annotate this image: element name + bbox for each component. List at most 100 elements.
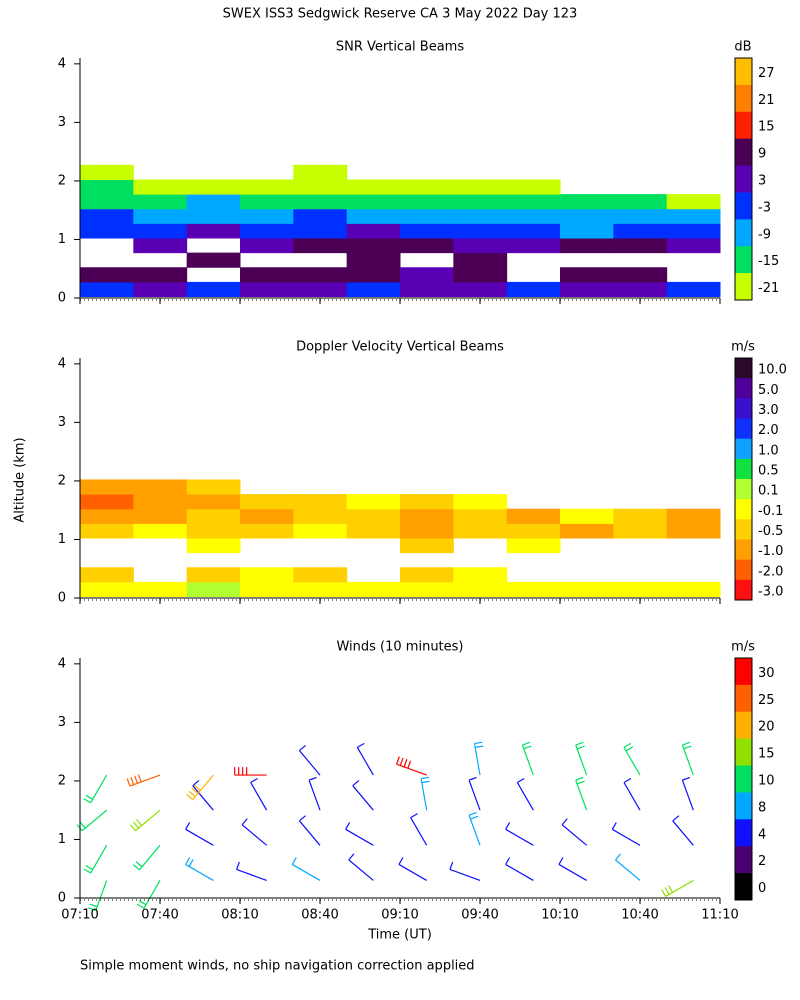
heat-cell: [666, 281, 721, 298]
wind-barb: [681, 776, 694, 811]
wind-barb: [672, 815, 694, 846]
heat-cell: [346, 494, 401, 510]
figure-title: SWEX ISS3 Sedgwick Reserve CA 3 May 2022…: [223, 7, 578, 22]
colorbar-unit: m/s: [731, 640, 755, 655]
colorbar-label: 9: [758, 147, 766, 162]
heat-cell: [613, 238, 668, 254]
colorbar-label: -15: [758, 254, 779, 269]
heat-cell: [346, 223, 401, 239]
heat-cell: [453, 494, 508, 510]
heat-cell: [613, 208, 668, 224]
y-tick-label: 2: [58, 473, 66, 488]
x-tick-label: 08:10: [221, 908, 258, 923]
wind-barb: [615, 853, 641, 881]
colorbar-band: [735, 499, 752, 520]
wind-barb: [505, 857, 534, 881]
heat-cell: [186, 281, 241, 298]
x-axis-label: Time (UT): [367, 928, 432, 943]
heat-cell: [186, 567, 241, 583]
heat-cell: [133, 194, 188, 210]
heat-cell: [80, 281, 134, 298]
colorbar-label: 1.0: [758, 443, 779, 458]
heat-cell: [506, 238, 561, 254]
colorbar-band: [735, 84, 752, 113]
wind-barb: [83, 845, 108, 874]
colorbar-label: 20: [758, 720, 775, 735]
colorbar-band: [735, 684, 752, 713]
wind-barb: [298, 815, 321, 846]
heat-cell: [186, 581, 241, 598]
colorbar-band: [735, 273, 752, 301]
colorbar-label: -9: [758, 227, 771, 242]
heat-cell: [133, 223, 188, 239]
wind-barb: [396, 756, 427, 776]
heat-cell: [240, 208, 294, 224]
heat-cell: [613, 523, 668, 539]
y-tick-label: 0: [58, 291, 66, 306]
x-tick-label: 08:40: [301, 908, 338, 923]
heat-cell: [346, 194, 401, 210]
colorbar-band: [735, 418, 752, 440]
footnote: Simple moment winds, no ship navigation …: [80, 959, 475, 974]
heat-cell: [506, 194, 561, 210]
wind-barb: [241, 818, 268, 846]
wind-barb: [185, 857, 214, 881]
heat-cell: [240, 179, 294, 195]
wind-barb: [505, 822, 534, 846]
heat-cell: [240, 223, 294, 239]
panel-title: Doppler Velocity Vertical Beams: [296, 340, 504, 355]
colorbar-band: [735, 378, 752, 399]
colorbar-band: [735, 479, 752, 500]
heat-cell: [240, 567, 294, 583]
wind-barb: [575, 776, 588, 811]
colorbar-label: 4: [758, 827, 766, 842]
heat-cell: [400, 208, 454, 224]
colorbar-label: -3.0: [758, 584, 783, 599]
colorbar-label: 27: [758, 66, 775, 81]
heat-cell: [293, 238, 348, 254]
heat-cell: [133, 238, 188, 254]
colorbar-band: [735, 658, 752, 686]
wind-barb: [661, 879, 694, 897]
colorbar-band: [735, 219, 752, 247]
wind-barb: [681, 741, 694, 776]
heat-cell: [346, 508, 401, 524]
heat-cell: [133, 267, 188, 283]
x-tick-label: 07:40: [141, 908, 178, 923]
colorbar-label: -3: [758, 200, 771, 215]
y-tick-label: 0: [58, 891, 66, 906]
heat-cell: [186, 494, 241, 510]
heat-cell: [560, 523, 614, 539]
heat-cell: [186, 523, 241, 539]
heat-cell: [453, 238, 508, 254]
heat-cell: [186, 194, 241, 210]
heat-cell: [186, 179, 241, 195]
x-tick-label: 10:10: [541, 908, 578, 923]
heat-cell: [293, 508, 348, 524]
colorbar-frame: [734, 657, 753, 901]
heat-cell: [240, 238, 294, 254]
heat-cell: [240, 581, 294, 598]
heat-cell: [186, 223, 241, 239]
heat-cell: [453, 252, 508, 268]
wind-barb: [473, 741, 484, 776]
wind-barb: [250, 777, 268, 811]
heat-cell: [453, 208, 508, 224]
heat-cell: [346, 179, 401, 195]
heat-cell: [666, 223, 721, 239]
wind-barb: [623, 742, 641, 776]
heat-cell: [400, 267, 454, 283]
colorbar-frame: [734, 357, 753, 601]
y-tick-label: 4: [58, 56, 66, 71]
colorbar-label: -0.1: [758, 504, 783, 519]
colorbar-label: 25: [758, 693, 775, 708]
heat-cell: [400, 581, 454, 598]
wind-barb: [185, 822, 214, 846]
heat-cell: [613, 508, 668, 524]
heat-cell: [80, 179, 134, 195]
wind-barb: [234, 767, 267, 776]
heat-cell: [240, 281, 294, 298]
colorbar-unit: m/s: [731, 340, 755, 355]
heat-cell: [293, 494, 348, 510]
heat-cell: [133, 494, 188, 510]
